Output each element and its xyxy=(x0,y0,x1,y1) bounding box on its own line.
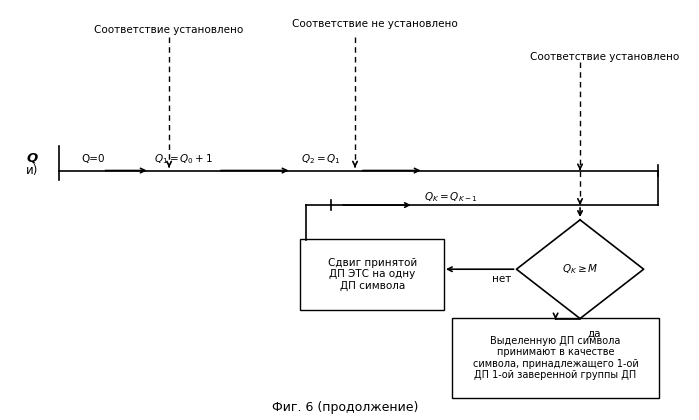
Text: Выделенную ДП символа
принимают в качестве
символа, принадлежащего 1-ой
ДП 1-ой : Выделенную ДП символа принимают в качест… xyxy=(473,336,638,381)
FancyBboxPatch shape xyxy=(300,239,444,310)
Text: $Q_1=Q_0+1$: $Q_1=Q_0+1$ xyxy=(154,152,214,165)
Text: $Q_2=Q_1$: $Q_2=Q_1$ xyxy=(301,152,341,165)
FancyBboxPatch shape xyxy=(452,318,659,399)
Text: и): и) xyxy=(26,164,38,177)
Text: Соответствие установлено: Соответствие установлено xyxy=(94,25,244,35)
Text: $Q_K=Q_{K-1}$: $Q_K=Q_{K-1}$ xyxy=(424,190,477,204)
Text: $Q_K \geq M$: $Q_K \geq M$ xyxy=(562,262,598,276)
Text: Q: Q xyxy=(27,151,38,164)
Text: Сдвиг принятой
ДП ЭТС на одну
ДП символа: Сдвиг принятой ДП ЭТС на одну ДП символа xyxy=(328,257,417,291)
Text: Фиг. 6 (продолжение): Фиг. 6 (продолжение) xyxy=(272,401,419,414)
Text: да: да xyxy=(588,328,601,339)
Text: Соответствие установлено: Соответствие установлено xyxy=(530,52,679,62)
Text: Q=0: Q=0 xyxy=(81,154,105,164)
Text: нет: нет xyxy=(492,274,512,284)
Text: Соответствие не установлено: Соответствие не установлено xyxy=(291,19,457,29)
